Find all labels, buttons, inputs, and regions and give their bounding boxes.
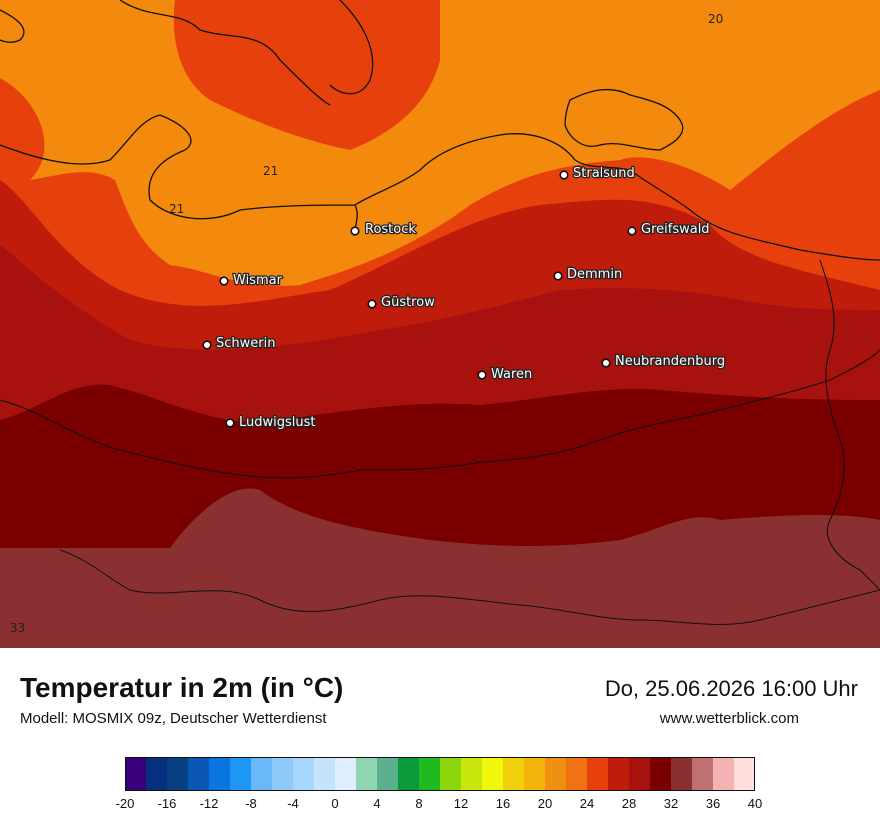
scale-tick-label: -16	[157, 796, 177, 811]
city-label: Wismar	[233, 273, 283, 288]
legend-swatch	[671, 757, 693, 791]
legend-swatch	[356, 757, 378, 791]
legend-swatch	[713, 757, 735, 791]
legend-swatch	[545, 757, 567, 791]
scale-tick-label: 16	[495, 796, 511, 811]
legend-swatch	[734, 757, 755, 791]
city-label: Stralsund	[573, 166, 635, 181]
legend-swatch	[524, 757, 546, 791]
contour-label: 21	[263, 164, 278, 178]
legend-swatch	[419, 757, 441, 791]
model-subtitle: Modell: MOSMIX 09z, Deutscher Wetterdien…	[20, 710, 327, 727]
city-marker-wismar: Wismar	[219, 272, 284, 289]
map-title: Temperatur in 2m (in °C)	[20, 672, 344, 703]
city-marker-waren: Waren	[477, 366, 534, 383]
scale-tick-label: 4	[373, 796, 381, 811]
legend-swatch	[377, 757, 399, 791]
state-border-south	[59, 549, 880, 625]
legend-swatch	[125, 757, 147, 791]
legend-swatch	[209, 757, 231, 791]
legend-swatch	[461, 757, 483, 791]
city-marker-guestrow: Güstrow	[367, 294, 436, 311]
coastline	[0, 114, 880, 261]
city-label: Rostock	[365, 222, 416, 237]
legend-swatch	[314, 757, 336, 791]
website-link[interactable]: www.wetterblick.com	[659, 710, 799, 727]
city-label: Waren	[491, 367, 532, 382]
scale-tick-label: 28	[621, 796, 637, 811]
temperature-band-32	[0, 488, 880, 648]
legend-swatch	[629, 757, 651, 791]
national-border	[819, 259, 880, 591]
temperature-map: 20 21 21 33 Stralsund Rostock Greifswald…	[0, 0, 880, 648]
scale-tick-label: 32	[663, 796, 679, 811]
city-label: Ludwigslust	[239, 415, 316, 430]
legend-swatch	[566, 757, 588, 791]
scale-tick-label: 12	[453, 796, 469, 811]
city-label: Neubrandenburg	[615, 354, 725, 369]
scale-tick-label: 8	[415, 796, 423, 811]
legend-swatch	[692, 757, 714, 791]
state-border	[0, 349, 880, 479]
legend-swatch	[650, 757, 672, 791]
city-marker-stralsund: Stralsund	[559, 165, 636, 182]
contour-label: 33	[10, 621, 25, 635]
contour-label: 21	[169, 202, 184, 216]
legend-swatch	[587, 757, 609, 791]
scale-tick-label: 24	[579, 796, 595, 811]
scale-tick-label: -8	[245, 796, 257, 811]
legend-swatch	[482, 757, 504, 791]
legend-border	[125, 757, 755, 791]
legend-swatch	[293, 757, 315, 791]
forecast-datetime: Do, 25.06.2026 16:00 Uhr	[604, 676, 858, 701]
scale-tick-label: -12	[199, 796, 219, 811]
contour-label: 20	[708, 12, 723, 26]
danish-islands	[0, 0, 374, 106]
city-label: Demmin	[567, 267, 622, 282]
legend-swatch	[146, 757, 168, 791]
legend-swatch	[440, 757, 462, 791]
legend-swatch	[230, 757, 252, 791]
scale-tick-label: 36	[705, 796, 721, 811]
legend-swatch	[272, 757, 294, 791]
color-scale-legend	[125, 757, 755, 791]
city-marker-ludwigslust: Ludwigslust	[225, 414, 317, 431]
city-marker-demmin: Demmin	[553, 266, 623, 283]
scale-tick-label: 0	[331, 796, 339, 811]
city-marker-greifswald: Greifswald	[627, 221, 711, 238]
city-label: Schwerin	[216, 336, 275, 351]
footer: Temperatur in 2m (in °C) Modell: MOSMIX …	[0, 648, 880, 830]
ruegen-island	[564, 88, 684, 151]
city-label: Güstrow	[381, 295, 435, 310]
legend-swatch	[503, 757, 525, 791]
legend-swatch	[188, 757, 210, 791]
scale-tick-label: -4	[287, 796, 299, 811]
scale-tick-label: -20	[115, 796, 135, 811]
city-marker-rostock: Rostock	[350, 221, 418, 238]
legend-swatch	[251, 757, 273, 791]
city-marker-schwerin: Schwerin	[202, 335, 277, 352]
scale-tick-label: 20	[537, 796, 553, 811]
legend-swatch	[335, 757, 357, 791]
legend-swatch	[167, 757, 189, 791]
city-label: Greifswald	[641, 222, 710, 237]
legend-swatch	[608, 757, 630, 791]
city-marker-neubrandenburg: Neubrandenburg	[601, 353, 726, 370]
scale-tick-label: 40	[747, 796, 763, 811]
legend-swatch	[398, 757, 420, 791]
